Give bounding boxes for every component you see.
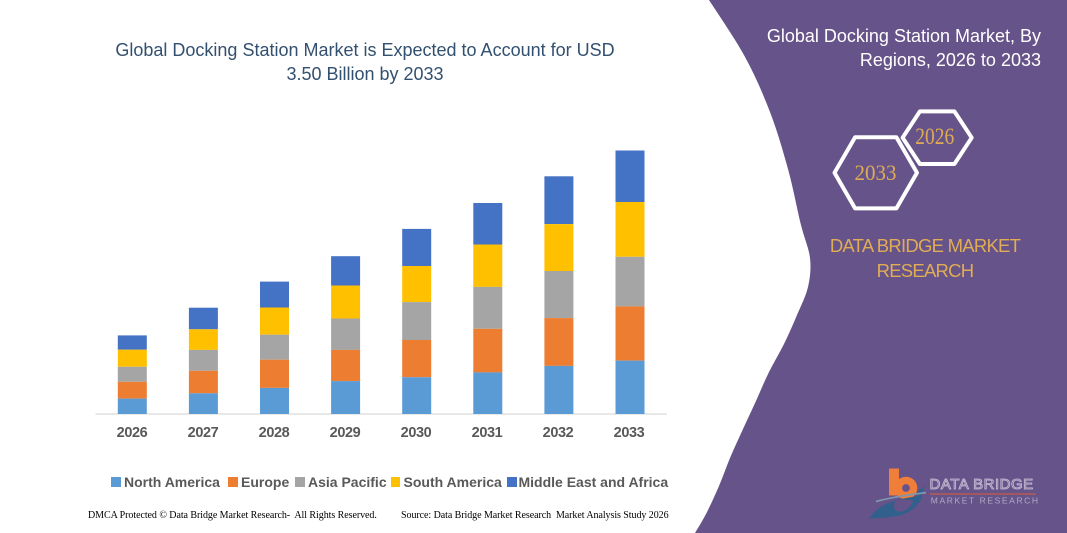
svg-text:MARKET RESEARCH: MARKET RESEARCH xyxy=(931,496,1040,506)
svg-text:2033: 2033 xyxy=(855,160,897,185)
svg-text:DATA BRIDGE: DATA BRIDGE xyxy=(930,476,1034,493)
svg-text:2026: 2026 xyxy=(915,124,954,149)
